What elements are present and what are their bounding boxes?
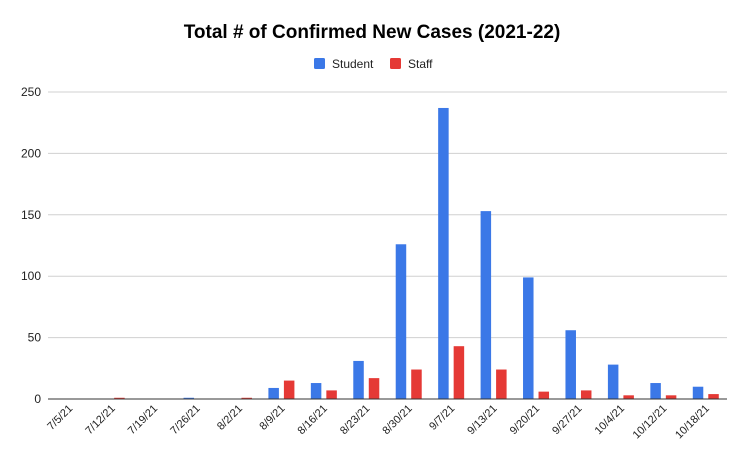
grid-lines [48,91,727,339]
bar-student-15 [692,386,704,399]
x-tick-label: 7/26/21 [168,403,202,437]
bar-staff-13 [623,395,634,399]
x-tick-label: 9/13/21 [465,403,499,437]
bar-staff-10 [496,369,507,399]
bar-staff-14 [665,395,677,399]
x-tick-label: 7/19/21 [126,403,160,437]
x-tick-label: 9/20/21 [508,403,542,437]
x-tick-label: 8/30/21 [380,403,414,437]
y-tick-label: 0 [34,392,41,406]
x-tick-label: 9/27/21 [550,403,584,437]
x-tick-label: 10/18/21 [673,403,712,442]
bar-staff-8 [411,369,422,399]
y-tick-label: 250 [21,85,41,99]
x-tick-label: 10/4/21 [593,403,627,437]
bar-student-12 [565,330,576,399]
bar-student-7 [353,360,364,399]
bar-staff-5 [283,380,295,399]
x-tick-label: 7/5/21 [45,403,75,433]
y-axis-ticks: 0 50 100 150 200 250 [21,85,41,406]
y-tick-label: 150 [21,208,41,222]
bar-student-6 [310,383,322,399]
bar-student-10 [480,211,492,399]
x-tick-label: 8/16/21 [296,403,330,437]
bar-staff-7 [368,378,380,399]
legend-swatch-student [314,58,325,69]
bar-staff-4 [241,397,252,399]
legend-label-staff: Staff [408,57,433,71]
bar-staff-11 [538,391,550,399]
x-tick-label: 9/7/21 [427,403,457,433]
x-tick-label: 8/23/21 [338,403,372,437]
bar-staff-9 [453,346,465,399]
legend: Student Staff [314,57,433,71]
x-axis-ticks: 7/5/21 7/12/21 7/19/21 7/26/21 8/2/21 8/9/21 8… [45,403,712,442]
x-tick-label: 8/2/21 [215,403,245,433]
bar-staff-1 [114,397,125,399]
bars [114,107,719,400]
legend-label-student: Student [332,57,374,71]
y-tick-label: 50 [28,331,42,345]
bar-student-5 [268,387,279,399]
bar-student-8 [395,244,407,399]
x-tick-label: 7/12/21 [83,403,117,437]
bar-student-9 [438,107,449,400]
bar-student-11 [523,277,534,399]
chart-title: Total # of Confirmed New Cases (2021-22) [184,22,561,43]
x-tick-label: 8/9/21 [257,403,287,433]
bar-student-14 [650,383,661,399]
bar-staff-15 [708,394,719,399]
y-tick-label: 200 [21,146,41,160]
y-tick-label: 100 [21,269,41,283]
legend-swatch-staff [390,58,401,69]
bar-student-3 [183,397,195,399]
x-tick-label: 10/12/21 [631,403,670,442]
bar-student-13 [607,364,619,399]
bar-staff-6 [326,390,337,399]
bar-staff-12 [580,390,592,399]
